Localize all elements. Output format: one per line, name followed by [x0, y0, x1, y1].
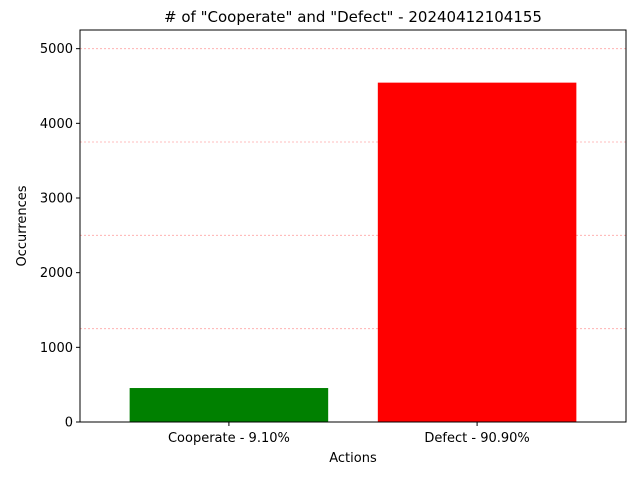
y-axis-title: Occurrences [15, 185, 30, 266]
chart-title: # of "Cooperate" and "Defect" - 20240412… [164, 8, 542, 26]
bar-1 [377, 82, 577, 422]
x-tick-label-1: Defect - 90.90% [424, 431, 529, 446]
bar-layer [129, 82, 577, 422]
y-axis-ticks: 0 1000 2000 3000 4000 5000 [40, 42, 80, 431]
y-tick-label-1: 1000 [40, 341, 73, 356]
y-tick-label-3: 3000 [40, 192, 73, 207]
x-tick-label-0: Cooperate - 9.10% [168, 431, 290, 446]
plot-frame [79, 29, 627, 423]
y-tick-label-0: 0 [65, 416, 73, 431]
y-tick-label-2: 2000 [40, 266, 73, 281]
y-tick-label-5: 5000 [40, 42, 73, 57]
y-tick-label-4: 4000 [40, 117, 73, 132]
bar-0 [129, 388, 329, 422]
x-axis-title: Actions [329, 451, 377, 466]
x-axis-ticks: Cooperate - 9.10% Defect - 90.90% [168, 422, 530, 446]
grid-layer [80, 48, 626, 330]
